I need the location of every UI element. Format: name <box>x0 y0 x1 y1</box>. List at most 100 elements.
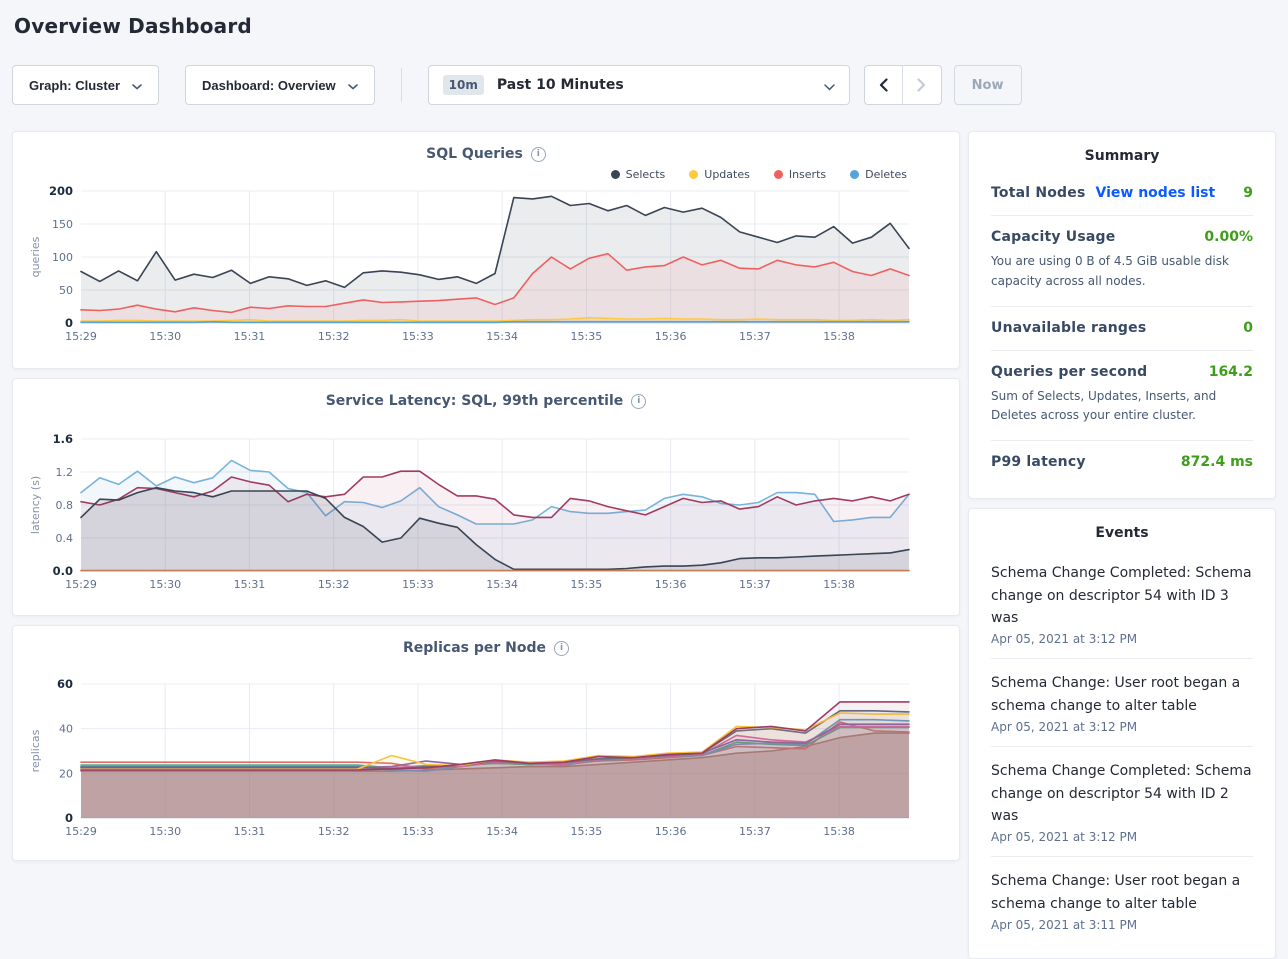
svg-text:15:32: 15:32 <box>318 330 350 343</box>
svg-text:15:34: 15:34 <box>486 330 518 343</box>
legend-item-updates: Updates <box>689 168 750 181</box>
svg-text:60: 60 <box>57 677 73 691</box>
svg-text:100: 100 <box>52 251 73 264</box>
sql-queries-chart[interactable]: 15:29 15:30 15:31 15:32 15:33 15:34 15:35 15:36… <box>27 183 947 349</box>
svg-text:0.0: 0.0 <box>53 564 73 578</box>
event-list-item[interactable]: Schema Change Completed: Schema change o… <box>991 549 1253 660</box>
chart-title: Replicas per Node <box>403 640 546 656</box>
time-range-badge: 10m <box>442 75 484 95</box>
event-timestamp: Apr 05, 2021 at 3:11 PM <box>991 918 1138 933</box>
svg-text:15:36: 15:36 <box>655 330 687 343</box>
info-icon[interactable]: i <box>554 640 569 656</box>
time-nav-group <box>863 65 942 105</box>
svg-text:150: 150 <box>52 218 73 231</box>
legend-dot <box>689 169 699 179</box>
summary-metric-label: P99 latency <box>991 454 1086 471</box>
time-next-button[interactable] <box>903 66 941 104</box>
summary-row: Total Nodes View nodes list 9 <box>991 172 1253 216</box>
info-icon[interactable]: i <box>530 146 546 162</box>
event-timestamp: Apr 05, 2021 at 3:12 PM <box>991 720 1138 735</box>
events-title: Events <box>1095 525 1149 542</box>
summary-title: Summary <box>1084 148 1160 164</box>
legend-dot <box>773 169 783 179</box>
charts-column: SQL Queries i Selects Updates Inserts Delet… <box>12 131 960 861</box>
summary-row: Unavailable ranges 0 <box>991 307 1253 351</box>
service-latency-chart[interactable]: 15:29 15:30 15:31 15:32 15:33 15:34 15:35 15:36… <box>27 411 947 597</box>
svg-text:200: 200 <box>49 184 73 198</box>
svg-text:15:30: 15:30 <box>149 825 181 838</box>
svg-text:15:30: 15:30 <box>149 578 181 591</box>
svg-text:15:34: 15:34 <box>486 825 518 838</box>
event-message: Schema Change Completed: Schema change o… <box>991 763 1252 824</box>
chart-title: Service Latency: SQL, 99th percentile <box>325 393 624 409</box>
svg-text:15:29: 15:29 <box>65 578 97 591</box>
svg-text:15:35: 15:35 <box>571 578 603 591</box>
svg-text:15:31: 15:31 <box>234 330 266 343</box>
svg-text:replicas: replicas <box>29 729 42 772</box>
svg-text:15:38: 15:38 <box>823 825 855 838</box>
svg-text:15:34: 15:34 <box>486 578 518 591</box>
events-panel: Events Schema Change Completed: Schema c… <box>968 508 1276 959</box>
svg-text:15:33: 15:33 <box>402 578 434 591</box>
svg-text:15:36: 15:36 <box>655 825 687 838</box>
graph-dropdown[interactable]: Graph: Cluster <box>12 65 160 105</box>
legend-dot <box>850 169 860 179</box>
dashboard-dropdown-label: Dashboard: Overview <box>202 77 336 93</box>
svg-text:15:37: 15:37 <box>739 330 771 343</box>
controls-divider <box>400 68 402 102</box>
summary-row: P99 latency 872.4 ms <box>991 441 1253 484</box>
legend-item-inserts: Inserts <box>773 168 826 181</box>
controls-bar: Graph: Cluster Dashboard: Overview 10m P… <box>12 64 1276 106</box>
svg-text:40: 40 <box>59 723 73 736</box>
time-prev-button[interactable] <box>865 66 903 104</box>
svg-text:15:38: 15:38 <box>823 330 855 343</box>
event-list-item[interactable]: Schema Change: User root began a schema … <box>991 659 1253 748</box>
page-header: Overview Dashboard <box>0 0 1288 38</box>
time-range-select[interactable]: 10m Past 10 Minutes <box>427 65 850 105</box>
svg-text:0.4: 0.4 <box>56 532 74 545</box>
svg-text:15:38: 15:38 <box>823 578 855 591</box>
chart-title: SQL Queries <box>426 146 523 162</box>
svg-text:15:37: 15:37 <box>739 825 771 838</box>
svg-text:15:29: 15:29 <box>65 825 97 838</box>
legend-dot <box>610 169 620 179</box>
replicas-per-node-chart-card: Replicas per Node i 15:29 15:30 15:31 15:32… <box>12 625 960 861</box>
svg-text:20: 20 <box>59 767 73 780</box>
service-latency-chart-card: Service Latency: SQL, 99th percentile i … <box>12 378 960 616</box>
svg-text:0: 0 <box>65 316 73 330</box>
svg-text:1.2: 1.2 <box>56 466 74 479</box>
event-timestamp: Apr 05, 2021 at 3:12 PM <box>991 830 1138 845</box>
summary-row: Capacity Usage 0.00% You are using 0 B o… <box>991 216 1253 307</box>
sql-queries-chart-card: SQL Queries i Selects Updates Inserts Delet… <box>12 131 960 369</box>
event-message: Schema Change Completed: Schema change o… <box>991 565 1252 626</box>
summary-metric-description: You are using 0 B of 4.5 GiB usable disk… <box>991 254 1229 288</box>
svg-text:15:36: 15:36 <box>655 578 687 591</box>
summary-metric-value: 164.2 <box>1208 363 1253 380</box>
info-icon[interactable]: i <box>631 393 647 409</box>
svg-text:15:37: 15:37 <box>739 578 771 591</box>
event-timestamp: Apr 05, 2021 at 3:12 PM <box>991 632 1138 647</box>
summary-metric-description: Sum of Selects, Updates, Inserts, and De… <box>991 388 1217 423</box>
time-range-label: Past 10 Minutes <box>496 77 624 93</box>
replicas-per-node-chart[interactable]: 15:29 15:30 15:31 15:32 15:33 15:34 15:35 15:36… <box>27 658 947 844</box>
now-button[interactable]: Now <box>953 65 1022 105</box>
legend-item-selects: Selects <box>610 168 665 181</box>
chevron-down-icon <box>823 76 835 95</box>
summary-metric-label: Queries per second <box>991 363 1148 380</box>
summary-metric-value: 9 <box>1243 185 1253 201</box>
svg-text:15:33: 15:33 <box>402 825 434 838</box>
svg-text:15:32: 15:32 <box>318 825 350 838</box>
side-column: Summary Total Nodes View nodes list 9 Ca… <box>968 131 1276 959</box>
view-nodes-link[interactable]: View nodes list <box>1095 185 1216 201</box>
svg-text:1.6: 1.6 <box>53 432 73 446</box>
event-list-item[interactable]: Schema Change: User root began a schema … <box>991 857 1253 944</box>
event-list-item[interactable]: Schema Change Completed: Schema change o… <box>991 747 1253 858</box>
legend-item-deletes: Deletes <box>850 168 907 181</box>
event-message: Schema Change: User root began a schema … <box>991 675 1241 714</box>
page-title: Overview Dashboard <box>14 14 252 38</box>
svg-text:50: 50 <box>59 284 73 297</box>
dashboard-dropdown[interactable]: Dashboard: Overview <box>185 65 375 105</box>
svg-text:15:30: 15:30 <box>149 330 181 343</box>
svg-text:15:32: 15:32 <box>318 578 350 591</box>
